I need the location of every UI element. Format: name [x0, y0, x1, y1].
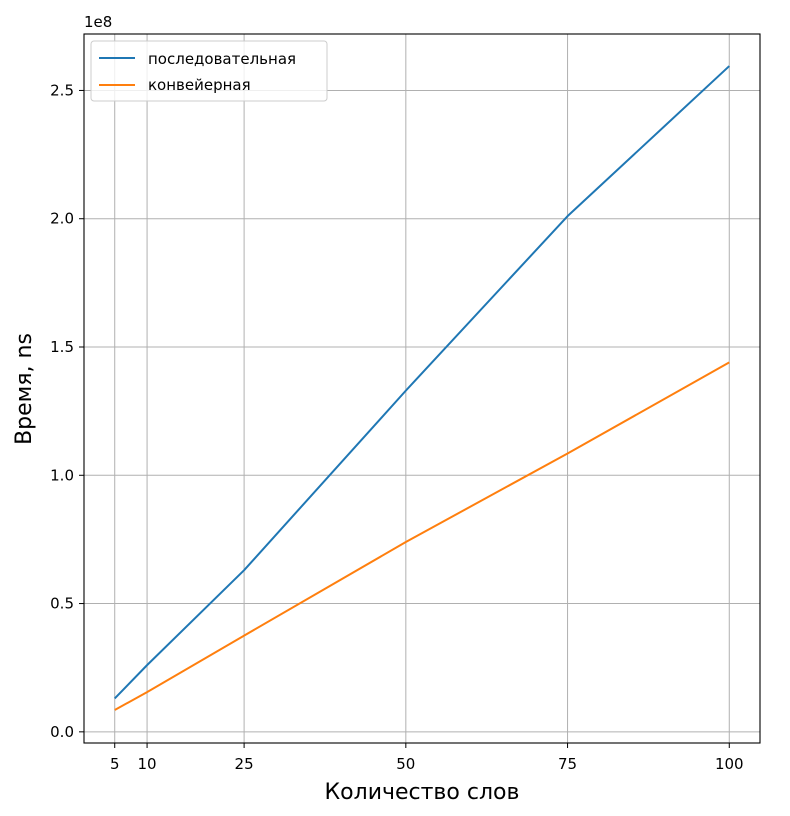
y-tick-label: 1.0	[50, 466, 74, 484]
y-tick-label: 0.5	[50, 595, 74, 613]
y-tick-label: 2.0	[50, 210, 74, 228]
y-offset-label: 1e8	[84, 13, 112, 31]
x-tick-label: 5	[110, 755, 120, 773]
y-axis-label: Время, ns	[12, 333, 37, 445]
legend: последовательная конвейерная	[90, 40, 328, 102]
legend-label-pipeline: конвейерная	[148, 76, 251, 94]
y-tick-label: 0.0	[50, 723, 74, 741]
x-tick-label: 100	[715, 755, 744, 773]
y-tick-label: 2.5	[50, 81, 74, 99]
series-lines	[114, 65, 730, 711]
x-axis-label: Количество слов	[325, 780, 520, 805]
x-tick-label: 50	[396, 755, 415, 773]
plot-frame	[83, 33, 761, 744]
y-tick-label: 1.5	[50, 338, 74, 356]
series-line-0	[114, 65, 730, 700]
x-tick-label: 10	[138, 755, 157, 773]
grid	[84, 34, 760, 743]
ticks: 5 10 25 50 75 100 0.0 0.5 1.0 1.5 2.0 2.5	[50, 81, 743, 773]
x-tick-label: 75	[558, 755, 577, 773]
x-tick-label: 25	[235, 755, 254, 773]
legend-label-sequential: последовательная	[148, 50, 296, 68]
legend-box	[90, 40, 328, 102]
series-line-1	[114, 361, 730, 711]
